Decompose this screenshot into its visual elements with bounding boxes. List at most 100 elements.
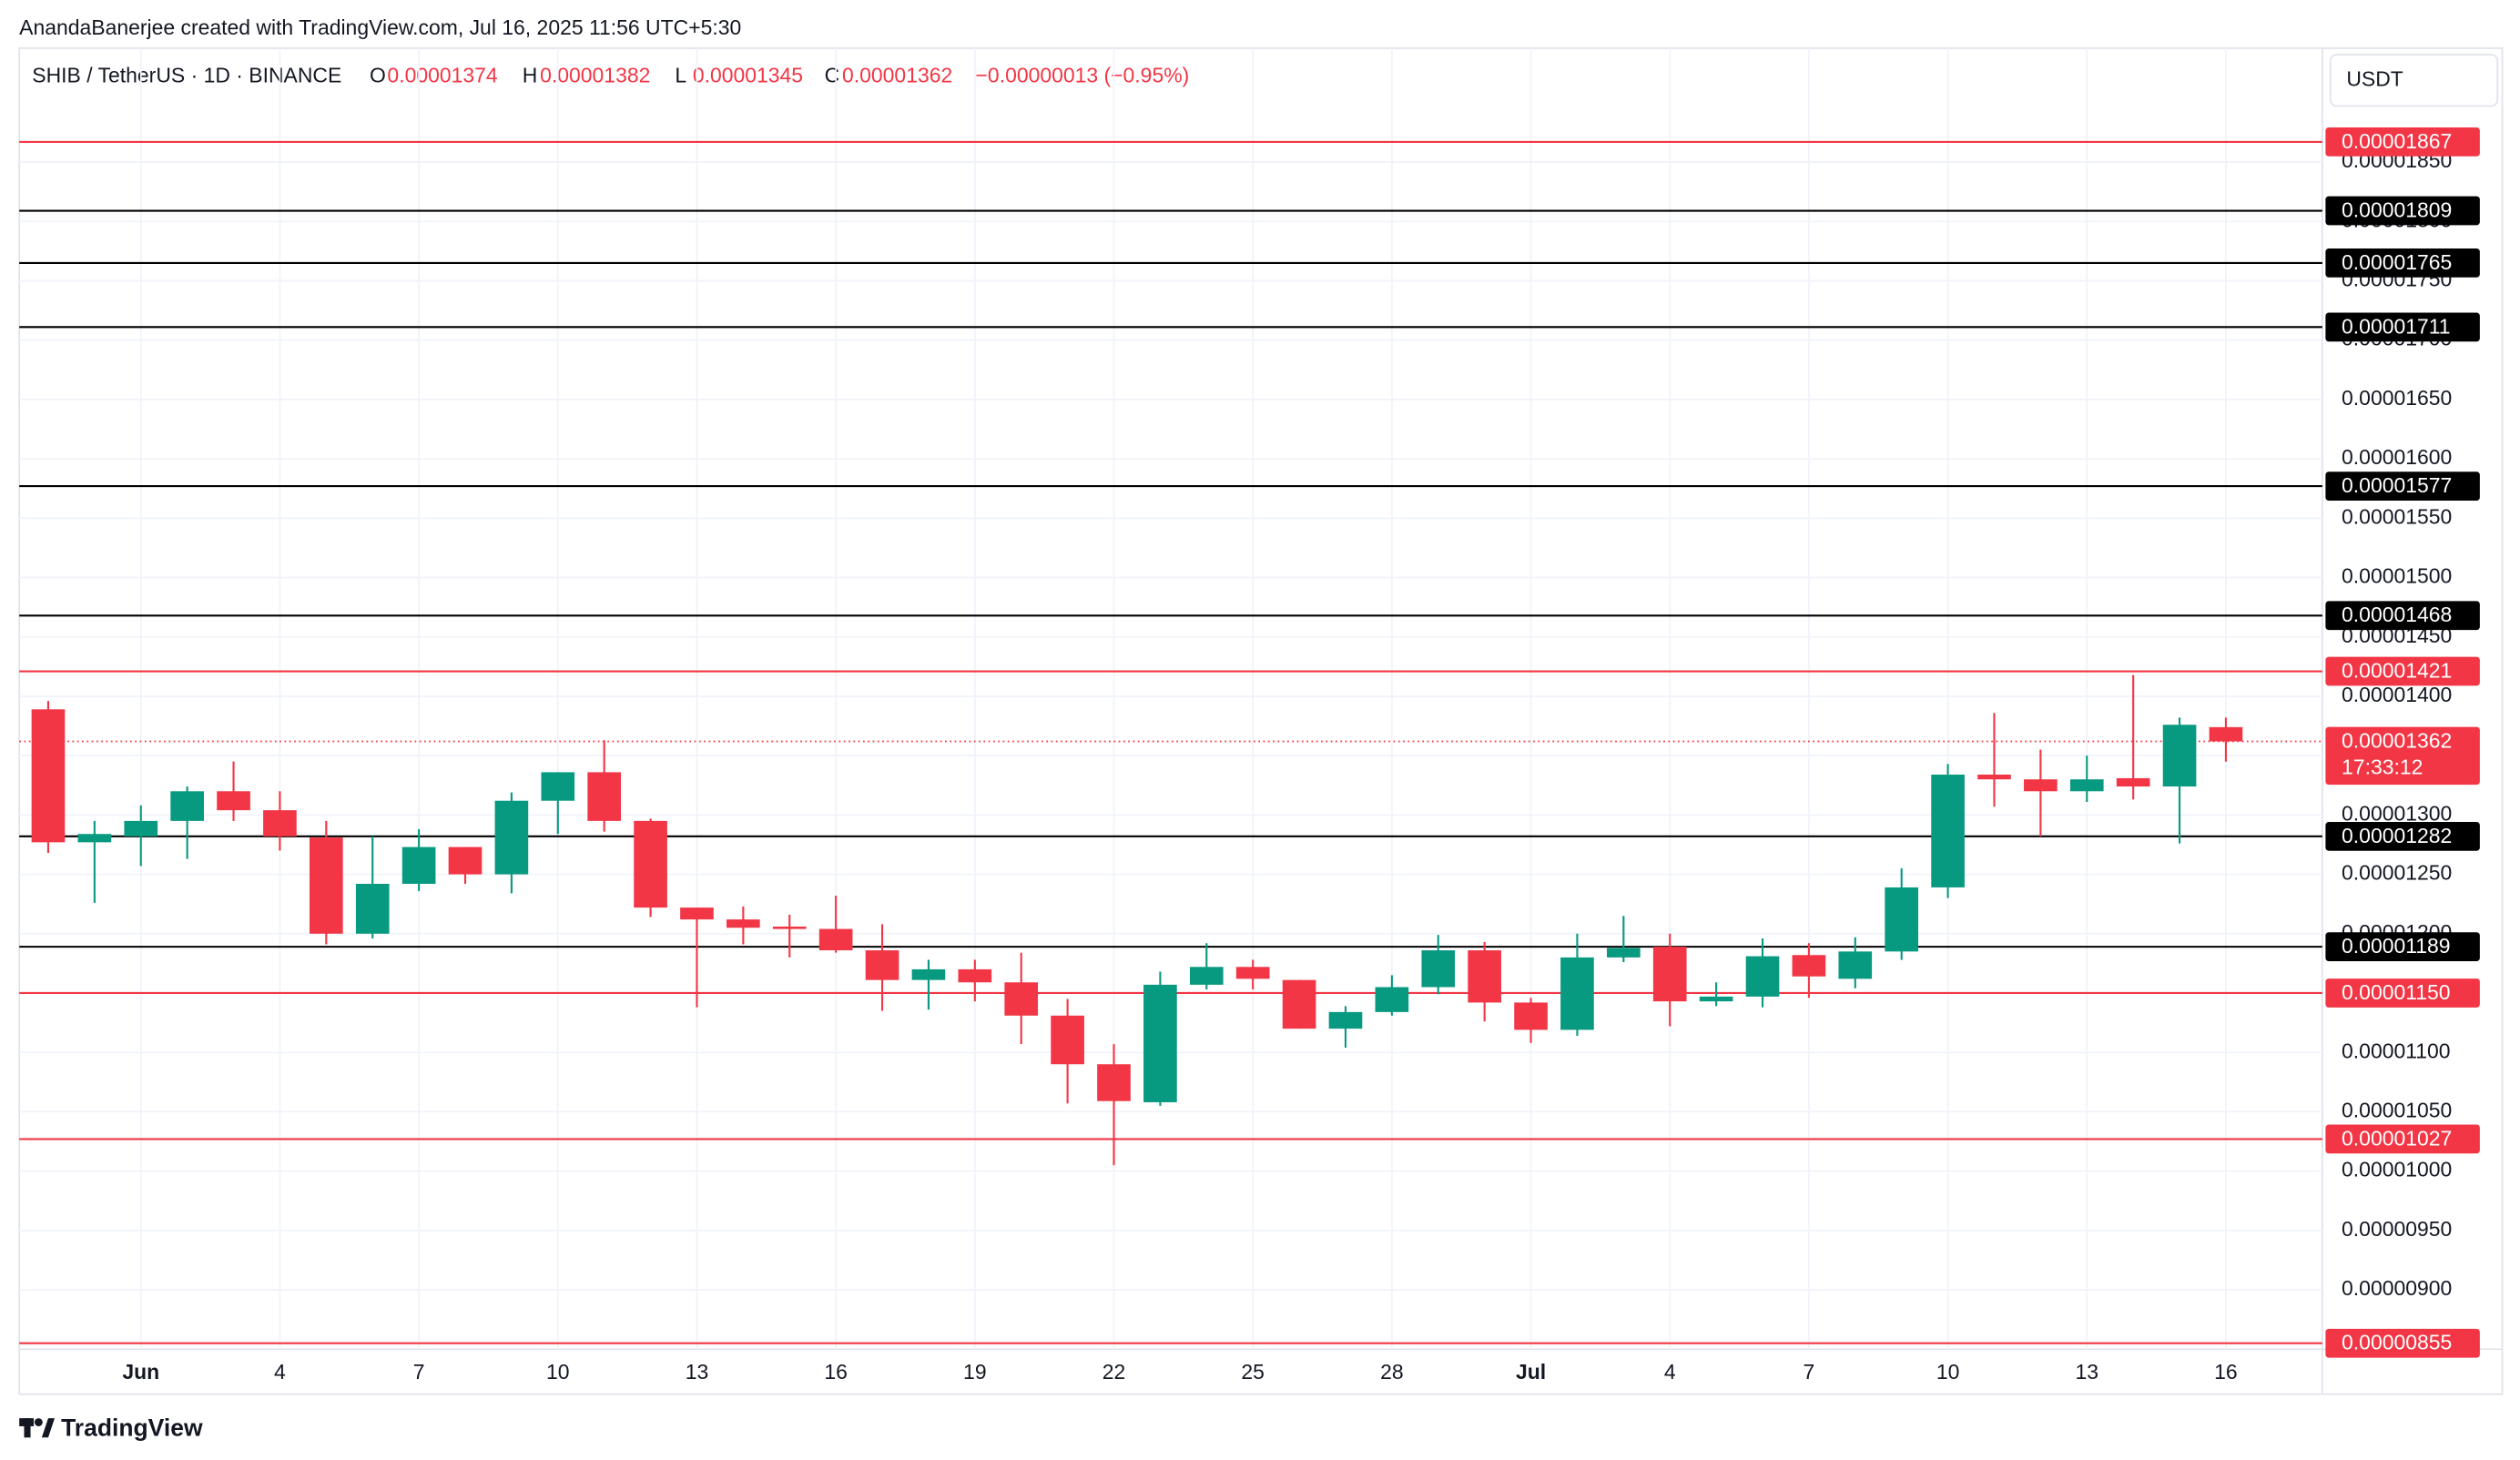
- candle-body: [1375, 987, 1409, 1012]
- x-tick-label: 4: [274, 1360, 286, 1384]
- candle-body: [634, 820, 667, 908]
- x-tick-label: 10: [1936, 1360, 1960, 1384]
- candle-body: [170, 791, 204, 821]
- candle-body: [2162, 725, 2197, 787]
- level-label-box: [2325, 248, 2480, 278]
- y-tick-label: 0.00001550: [2342, 504, 2452, 528]
- level-label: 0.00000855: [2342, 1331, 2452, 1354]
- candle-body: [1885, 887, 1919, 952]
- x-tick-label: 22: [1102, 1360, 1126, 1384]
- x-tick-label: 16: [2214, 1360, 2238, 1384]
- candle-body: [2209, 726, 2243, 742]
- candle-body: [1189, 967, 1224, 985]
- level-label-box: [2325, 127, 2480, 157]
- ohlc-value: 0.00001362: [842, 64, 952, 87]
- last-price-label: 0.00001362: [2342, 728, 2452, 752]
- level-label: 0.00001711: [2342, 314, 2451, 338]
- candle-body: [680, 907, 714, 920]
- level-label: 0.00001765: [2342, 250, 2452, 274]
- candle-body: [31, 709, 66, 843]
- candle-body: [818, 928, 853, 951]
- level-label-box: [2325, 312, 2480, 342]
- candle-body: [494, 800, 529, 875]
- x-tick-label: 7: [413, 1360, 425, 1384]
- candle-body: [1931, 775, 1965, 887]
- candle-body: [1328, 1011, 1363, 1029]
- footer-logo: TradingView: [61, 1414, 203, 1441]
- candle-body: [772, 926, 807, 929]
- candle-body: [309, 837, 343, 934]
- candle-body: [1560, 957, 1594, 1030]
- candle-body: [1282, 979, 1316, 1029]
- ohlc-label: L: [675, 64, 686, 87]
- ohlc-label: O: [370, 64, 386, 87]
- level-label: 0.00001027: [2342, 1126, 2452, 1150]
- y-tick-label: 0.00000900: [2342, 1276, 2452, 1300]
- x-tick-label: 25: [1241, 1360, 1265, 1384]
- countdown: 17:33:12: [2342, 755, 2423, 779]
- y-tick-label: 0.00001650: [2342, 386, 2452, 410]
- ohlc-label: C: [825, 64, 840, 87]
- level-label-box: [2325, 821, 2480, 851]
- level-label: 0.00001577: [2342, 473, 2452, 497]
- ohlc-value: 0.00001374: [387, 64, 497, 87]
- x-tick-label: 28: [1380, 1360, 1404, 1384]
- candle-body: [541, 772, 575, 801]
- candle-body: [958, 968, 992, 983]
- candle-body: [217, 791, 250, 811]
- candle-body: [1097, 1064, 1131, 1101]
- candle-body: [1652, 947, 1687, 1002]
- x-tick-label: Jun: [122, 1360, 159, 1384]
- candle-body: [1699, 996, 1733, 1002]
- last-price-box: [2325, 726, 2480, 786]
- y-tick-label: 0.00001250: [2342, 861, 2452, 885]
- candle-body: [124, 820, 158, 836]
- currency[interactable]: USDT: [2346, 66, 2403, 90]
- level-label-box: [2325, 1124, 2480, 1154]
- candle-body: [865, 950, 899, 980]
- candle-body: [1514, 1002, 1548, 1030]
- level-label: 0.00001867: [2342, 129, 2452, 153]
- level-label: 0.00001189: [2342, 934, 2451, 958]
- level-label-box: [2325, 978, 2480, 1008]
- candle-body: [727, 919, 760, 928]
- level-label: 0.00001282: [2342, 824, 2452, 847]
- level-label-box: [2325, 932, 2480, 962]
- ohlc-value: 0.00001382: [540, 64, 650, 87]
- level-label-box: [2325, 471, 2480, 501]
- y-tick-label: 0.00001500: [2342, 564, 2452, 588]
- candle-body: [2024, 779, 2058, 792]
- candle-body: [2116, 777, 2150, 787]
- candle-body: [1421, 950, 1456, 988]
- candle-body: [263, 810, 297, 836]
- x-tick-label: 16: [824, 1360, 848, 1384]
- currency-button[interactable]: [2329, 54, 2499, 107]
- y-tick-label: 0.00001400: [2342, 683, 2452, 706]
- y-tick-label: 0.00000950: [2342, 1217, 2452, 1241]
- ohlc-value: 0.00001345: [693, 64, 803, 87]
- candle-body: [2069, 779, 2104, 792]
- candle-body: [911, 968, 946, 980]
- symbol[interactable]: SHIB / TetherUS · 1D · BINANCE: [32, 64, 341, 87]
- x-tick-label: 13: [2076, 1360, 2099, 1384]
- candle-body: [77, 834, 112, 843]
- candle-body: [1235, 967, 1270, 979]
- change: −0.00000013 (−0.95%): [976, 64, 1190, 87]
- y-tick-label: 0.00001100: [2342, 1039, 2451, 1062]
- x-tick-label: 7: [1804, 1360, 1815, 1384]
- level-label: 0.00001809: [2342, 198, 2452, 221]
- level-label-box: [2325, 196, 2480, 226]
- candle-body: [1977, 775, 2011, 780]
- candle-body: [587, 772, 622, 821]
- ohlc-label: H: [523, 64, 538, 87]
- level-label-box: [2325, 656, 2480, 686]
- candle-body: [401, 847, 436, 885]
- candle-body: [1792, 955, 1826, 977]
- x-tick-label: 4: [1664, 1360, 1676, 1384]
- level-label: 0.00001150: [2342, 980, 2451, 1004]
- candle-body: [1607, 948, 1641, 958]
- level-label: 0.00001468: [2342, 603, 2452, 626]
- level-label: 0.00001421: [2342, 659, 2452, 683]
